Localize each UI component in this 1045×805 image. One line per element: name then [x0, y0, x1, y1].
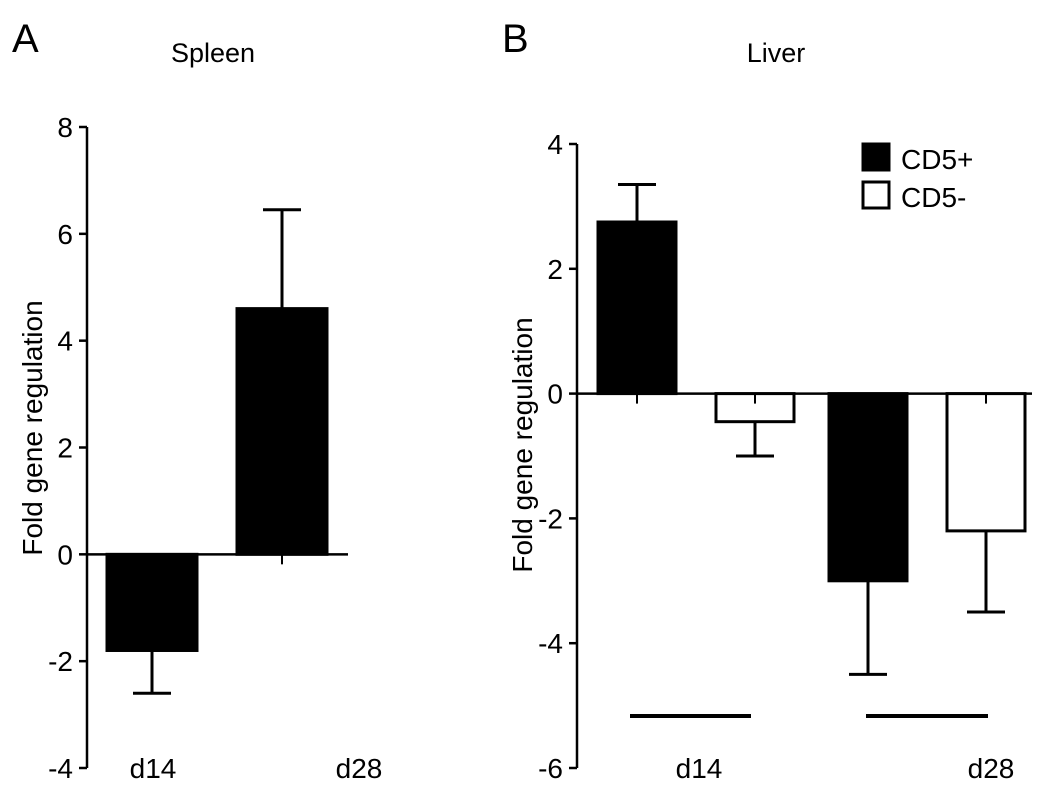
spleen-chart: A Spleen Fold gene regulation -4 -2 0 2 4 6 8 d…	[12, 17, 382, 784]
bar	[596, 220, 678, 396]
legend-swatch	[861, 142, 891, 172]
legend-label: CD5+	[901, 144, 973, 175]
y-axis-label: Fold gene regulation	[507, 317, 538, 572]
x-category-label: d14	[130, 753, 177, 784]
y-tick-label: 0	[547, 379, 563, 410]
y-tick-label: 4	[57, 326, 73, 357]
y-axis-label: Fold gene regulation	[17, 300, 48, 555]
x-category-label: d28	[968, 753, 1015, 784]
y-tick-label: -2	[48, 646, 73, 677]
chart-title: Spleen	[171, 38, 255, 68]
y-tick-label: 2	[57, 433, 73, 464]
bar	[827, 392, 909, 583]
y-tick-label: 2	[547, 254, 563, 285]
x-category-label: d14	[676, 753, 723, 784]
x-category-label: d28	[336, 753, 383, 784]
bar	[945, 392, 1027, 533]
y-tick-label: -4	[48, 753, 73, 784]
y-tick-label: 4	[547, 129, 563, 160]
y-tick-label: -4	[538, 628, 563, 659]
liver-chart: B Liver Fold gene regulation -6 -4 -2 0 2 4 d1…	[502, 17, 1032, 784]
y-tick-label: -2	[538, 503, 563, 534]
panel-letter-b: B	[502, 17, 529, 61]
y-tick-label: 6	[57, 219, 73, 250]
chart-title: Liver	[747, 38, 806, 68]
legend-swatch	[861, 180, 891, 210]
legend-label: CD5-	[901, 182, 966, 213]
y-tick-label: 8	[57, 112, 73, 143]
legend: CD5+ CD5-	[861, 142, 973, 213]
panel-letter-a: A	[12, 17, 39, 61]
bar	[105, 552, 199, 652]
y-tick-label: -6	[538, 753, 563, 784]
bar	[235, 307, 329, 556]
y-tick-label: 0	[57, 539, 73, 570]
